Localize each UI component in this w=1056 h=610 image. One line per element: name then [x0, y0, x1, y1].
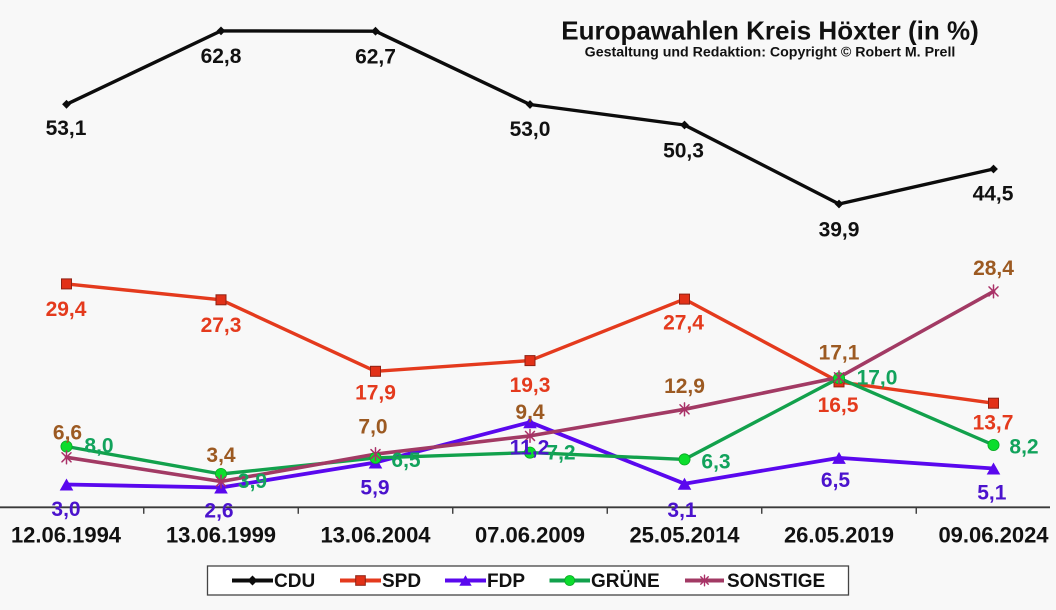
svg-text:19,3: 19,3	[510, 374, 551, 397]
svg-text:53,0: 53,0	[510, 118, 551, 141]
svg-text:17,9: 17,9	[355, 381, 396, 404]
svg-text:62,7: 62,7	[355, 45, 396, 68]
svg-text:12,9: 12,9	[664, 375, 705, 398]
svg-text:13.06.1999: 13.06.1999	[166, 522, 276, 547]
svg-text:6,3: 6,3	[701, 450, 730, 473]
svg-text:07.06.2009: 07.06.2009	[475, 522, 585, 547]
svg-text:39,9: 39,9	[819, 218, 860, 241]
svg-text:Europawahlen Kreis Höxter (in: Europawahlen Kreis Höxter (in %)	[561, 16, 979, 46]
svg-text:29,4: 29,4	[46, 298, 87, 321]
svg-text:CDU: CDU	[274, 571, 315, 592]
svg-text:3,4: 3,4	[206, 444, 236, 467]
svg-text:17,1: 17,1	[819, 341, 860, 364]
svg-text:5,9: 5,9	[360, 476, 389, 499]
svg-text:5,1: 5,1	[977, 481, 1007, 504]
svg-text:17,0: 17,0	[857, 366, 898, 389]
svg-text:50,3: 50,3	[663, 139, 704, 162]
svg-text:6,5: 6,5	[821, 469, 851, 492]
svg-text:11,2: 11,2	[510, 436, 550, 459]
svg-text:16,5: 16,5	[818, 394, 859, 417]
svg-text:Gestaltung und Redaktion: Copy: Gestaltung und Redaktion: Copyright © Ro…	[585, 45, 956, 61]
svg-text:8,0: 8,0	[84, 434, 113, 457]
svg-text:GRÜNE: GRÜNE	[591, 571, 660, 592]
svg-text:27,4: 27,4	[663, 311, 704, 334]
svg-text:09.06.2024: 09.06.2024	[938, 522, 1049, 547]
svg-text:26.05.2019: 26.05.2019	[784, 522, 894, 547]
svg-text:62,8: 62,8	[201, 45, 242, 68]
svg-text:27,3: 27,3	[201, 314, 242, 337]
svg-text:12.06.1994: 12.06.1994	[11, 522, 122, 547]
svg-text:13.06.2004: 13.06.2004	[320, 522, 431, 547]
svg-text:SONSTIGE: SONSTIGE	[727, 571, 825, 592]
svg-text:8,2: 8,2	[1009, 435, 1038, 458]
svg-text:3,9: 3,9	[238, 470, 267, 493]
svg-text:53,1: 53,1	[46, 117, 87, 140]
svg-text:44,5: 44,5	[973, 182, 1014, 205]
svg-text:25.05.2014: 25.05.2014	[629, 522, 740, 547]
svg-text:9,4: 9,4	[515, 401, 545, 424]
svg-text:7,2: 7,2	[546, 441, 575, 464]
svg-text:3,0: 3,0	[51, 498, 80, 521]
svg-text:7,0: 7,0	[358, 415, 387, 438]
svg-text:2,6: 2,6	[204, 499, 233, 522]
svg-text:FDP: FDP	[487, 571, 525, 592]
svg-text:6,6: 6,6	[53, 421, 82, 444]
svg-text:3,1: 3,1	[667, 499, 697, 522]
svg-text:13,7: 13,7	[973, 411, 1014, 434]
svg-text:6,5: 6,5	[391, 449, 421, 472]
svg-text:SPD: SPD	[382, 571, 421, 592]
svg-text:28,4: 28,4	[973, 257, 1014, 280]
